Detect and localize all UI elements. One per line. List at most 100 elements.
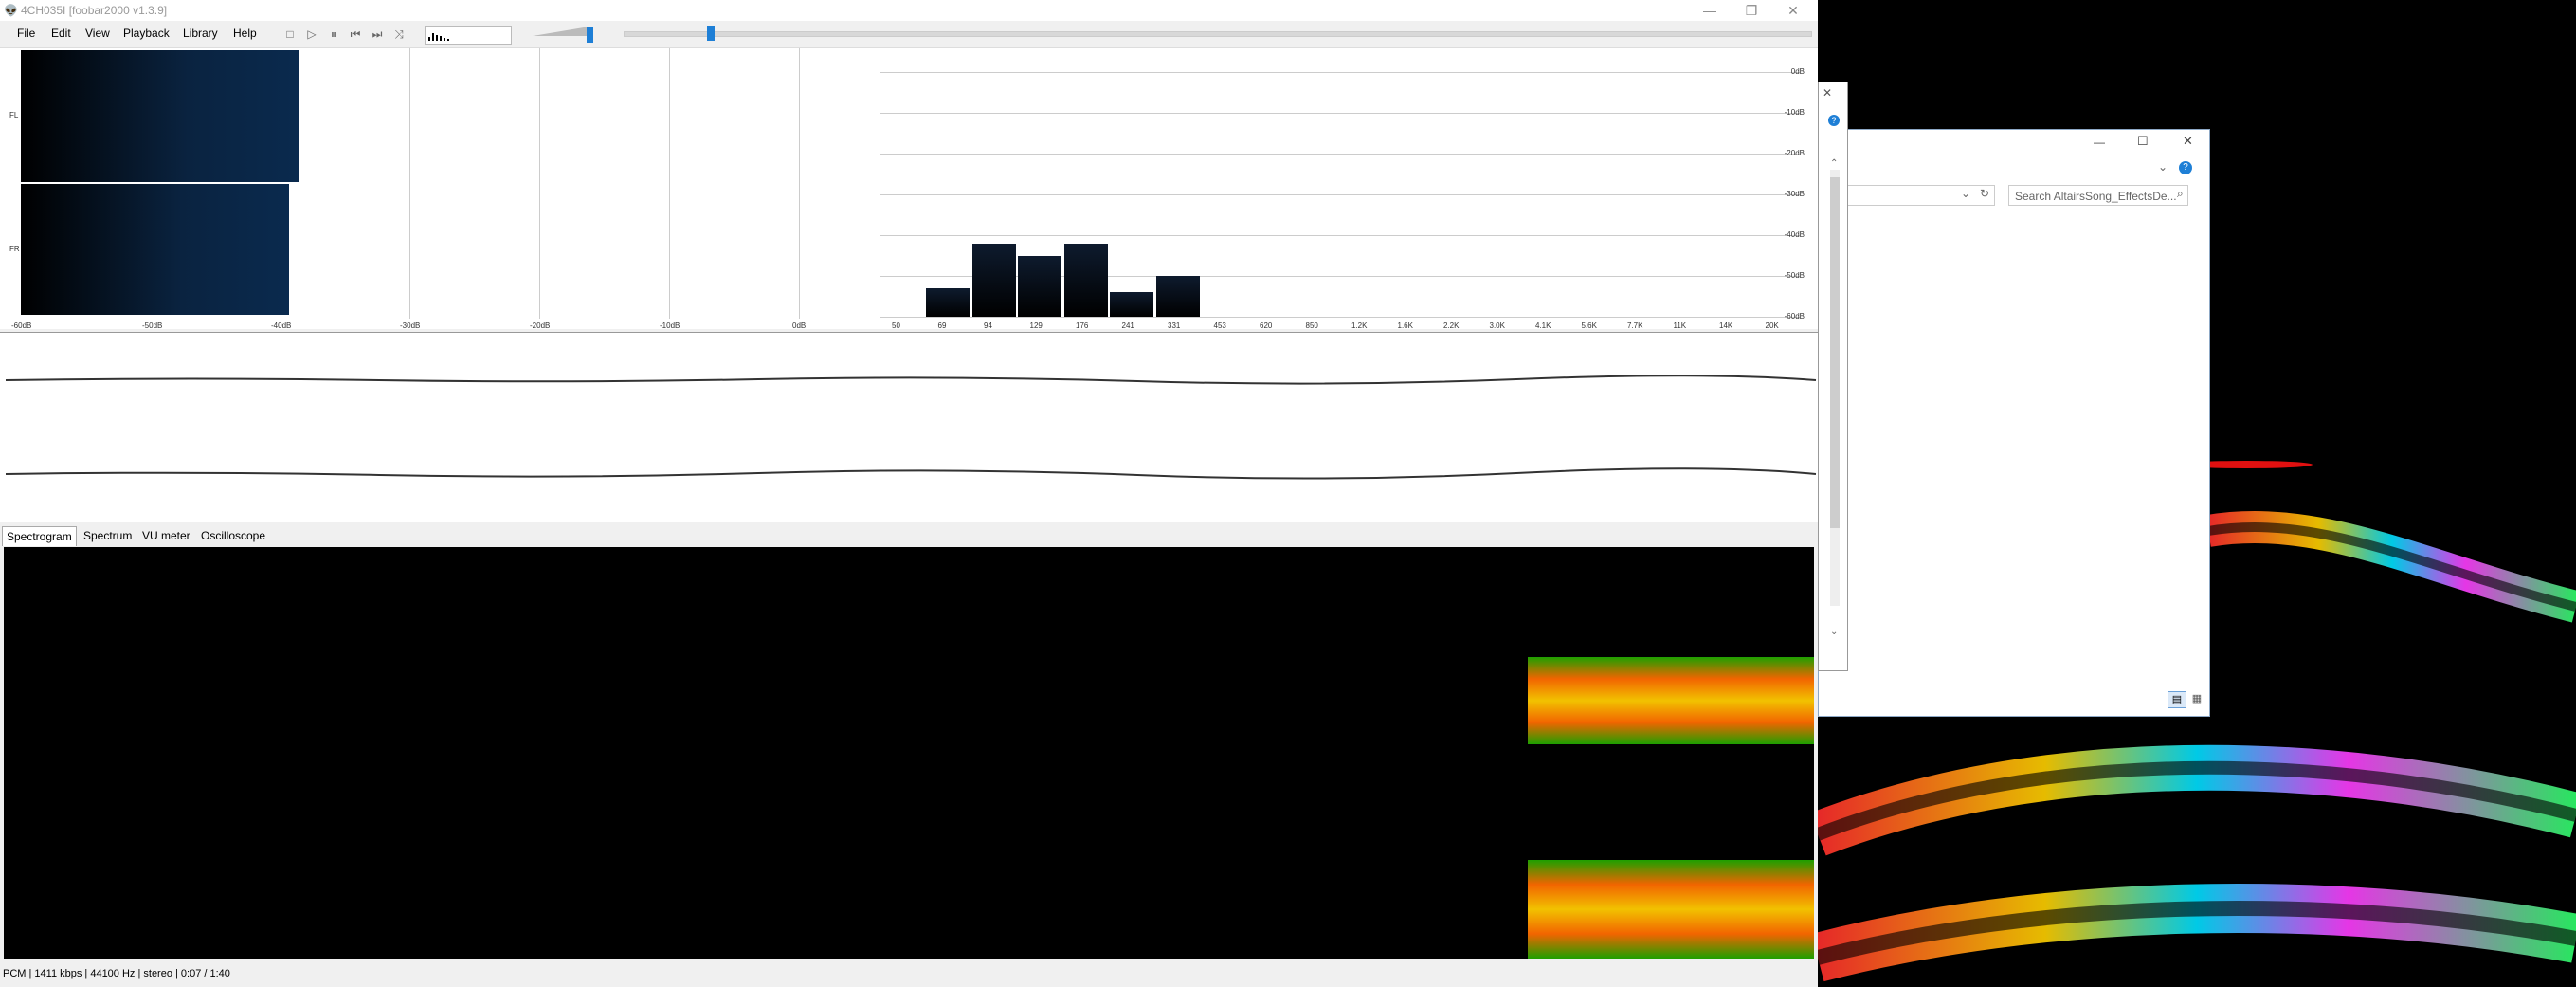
- explorer-ribbon-chevron-icon[interactable]: ⌄: [2158, 160, 2168, 174]
- minimize-button[interactable]: —: [1703, 3, 1716, 18]
- play-icon[interactable]: ▷: [307, 27, 317, 41]
- mini-visualizer: [425, 26, 512, 45]
- spectrum-x-tick: 620: [1260, 321, 1273, 330]
- explorer-window[interactable]: — ☐ ✕ ? ⌄ ⌄ ↻ Search AltairsSong_Effects…: [1818, 129, 2210, 717]
- spectrum-x-tick: 14K: [1719, 321, 1733, 330]
- spectrum-panel: 0dB -10dB -20dB -30dB -40dB -50dB -60dB …: [880, 48, 1818, 330]
- titlebar: 👽 4CH035I [foobar2000 v1.3.9] — ❐ ✕: [0, 0, 1818, 21]
- stop-icon[interactable]: □: [286, 27, 294, 41]
- oscilloscope-trace: [5, 375, 1817, 385]
- explorer-maximize-button[interactable]: ☐: [2137, 134, 2149, 148]
- spectrum-y-tick: -40dB: [1784, 230, 1805, 239]
- spectrum-x-tick: 129: [1029, 321, 1043, 330]
- spectrum-x-tick: 241: [1121, 321, 1134, 330]
- spectrum-x-tick: 176: [1076, 321, 1089, 330]
- volume-slider-track[interactable]: [533, 27, 590, 36]
- floating-help-icon[interactable]: ?: [1828, 115, 1840, 126]
- spectrum-x-tick: 4.1K: [1535, 321, 1551, 330]
- window-title: 4CH035I [foobar2000 v1.3.9]: [21, 4, 168, 17]
- menu-view[interactable]: View: [85, 27, 110, 40]
- vu-bar-fr: [21, 184, 289, 315]
- menu-library[interactable]: Library: [183, 27, 218, 40]
- spectrum-x-tick: 331: [1168, 321, 1181, 330]
- vu-channel-label: FR: [9, 245, 20, 253]
- spectrum-x-tick: 7.7K: [1627, 321, 1643, 330]
- details-view-icon[interactable]: ▤: [2168, 691, 2186, 708]
- explorer-close-button[interactable]: ✕: [2183, 134, 2193, 148]
- spectrum-x-tick: 453: [1213, 321, 1226, 330]
- spectrum-bar: [1110, 292, 1153, 317]
- random-icon[interactable]: ⤨: [394, 27, 404, 41]
- spectrum-y-tick: -10dB: [1784, 108, 1805, 117]
- spectrum-x-tick: 50: [892, 321, 900, 330]
- restore-button[interactable]: ❐: [1745, 3, 1758, 18]
- spectrum-x-tick: 69: [937, 321, 947, 330]
- scrollbar-thumb[interactable]: [1830, 177, 1840, 528]
- status-text: PCM | 1411 kbps | 44100 Hz | stereo | 0:…: [3, 968, 230, 979]
- close-button[interactable]: ✕: [1787, 3, 1799, 18]
- app-icon: 👽: [4, 4, 18, 17]
- floating-close-button[interactable]: ✕: [1823, 86, 1833, 100]
- spectrum-x-tick: 5.6K: [1581, 321, 1597, 330]
- spectrum-bar: [1155, 276, 1200, 317]
- vu-tick: 0dB: [792, 321, 807, 330]
- menu-help[interactable]: Help: [233, 27, 257, 40]
- pause-icon[interactable]: ⏸: [330, 27, 336, 41]
- spectrum-x-tick: 94: [984, 321, 992, 330]
- vu-tick: -40dB: [271, 321, 292, 330]
- vu-tick: -20dB: [530, 321, 551, 330]
- tab-spectrogram[interactable]: Spectrogram: [2, 526, 77, 546]
- explorer-help-icon[interactable]: ?: [2179, 161, 2192, 174]
- spectrum-x-tick: 3.0K: [1489, 321, 1505, 330]
- vu-tick: -30dB: [400, 321, 421, 330]
- large-icons-view-icon[interactable]: ▦: [2191, 693, 2203, 704]
- spectrum-x-tick: 20K: [1765, 321, 1779, 330]
- next-icon[interactable]: ⏭: [372, 27, 383, 41]
- refresh-icon[interactable]: ↻: [1980, 187, 1990, 200]
- spectrum-bar: [1063, 243, 1108, 317]
- spectrum-bar: [1018, 255, 1061, 317]
- spectrum-x-tick: 11K: [1673, 321, 1687, 330]
- tab-spectrum[interactable]: Spectrum: [83, 529, 133, 542]
- menu-edit[interactable]: Edit: [51, 27, 71, 40]
- vu-meter-panel: FL FR -60dB -50dB -40dB -30dB -20dB -10d…: [0, 48, 880, 330]
- spectrum-x-tick: 1.6K: [1397, 321, 1413, 330]
- spectrum-y-tick: 0dB: [1790, 67, 1805, 76]
- scroll-down-icon[interactable]: ⌄: [1830, 627, 1839, 637]
- scroll-up-icon[interactable]: ⌃: [1830, 158, 1839, 169]
- spectrum-x-tick: 850: [1305, 321, 1318, 330]
- search-icon[interactable]: ⌕: [2177, 187, 2184, 200]
- menu-file[interactable]: File: [17, 27, 36, 40]
- address-dropdown-icon[interactable]: ⌄: [1961, 187, 1971, 200]
- oscilloscope-panel: [0, 332, 1818, 522]
- volume-slider-thumb[interactable]: [587, 27, 593, 43]
- tab-vu-meter[interactable]: VU meter: [142, 529, 190, 542]
- spectrum-y-tick: -30dB: [1784, 190, 1805, 198]
- spectrum-bar: [926, 287, 970, 317]
- seek-bar[interactable]: [624, 31, 1812, 37]
- tab-oscilloscope[interactable]: Oscilloscope: [201, 529, 266, 542]
- spectrum-bar: [971, 243, 1016, 317]
- spectrum-y-tick: -60dB: [1784, 312, 1805, 320]
- explorer-search-input[interactable]: Search AltairsSong_EffectsDe...: [2008, 185, 2188, 206]
- vu-channel-label: FL: [9, 111, 19, 119]
- spectrogram-band: [1528, 860, 1814, 959]
- floating-panel[interactable]: ✕ ? ⌃ ⌄: [1818, 82, 1848, 671]
- explorer-minimize-button[interactable]: —: [2094, 136, 2105, 149]
- menu-playback[interactable]: Playback: [123, 27, 170, 40]
- spectrogram-band: [1528, 657, 1814, 744]
- vu-tick: -50dB: [142, 321, 163, 330]
- statusbar: PCM | 1411 kbps | 44100 Hz | stereo | 0:…: [0, 962, 1818, 987]
- foobar-window[interactable]: 👽 4CH035I [foobar2000 v1.3.9] — ❐ ✕ File…: [0, 0, 1818, 987]
- seek-thumb[interactable]: [706, 26, 715, 41]
- spectrogram-view: [4, 547, 1814, 959]
- spectrum-x-tick: 2.2K: [1443, 321, 1460, 330]
- spectrum-y-tick: -50dB: [1784, 271, 1805, 280]
- visualization-tabbar: Spectrogram Spectrum VU meter Oscillosco…: [0, 524, 1818, 547]
- spectrum-x-tick: 1.2K: [1351, 321, 1368, 330]
- previous-icon[interactable]: ⏮: [350, 27, 361, 41]
- spectrum-y-tick: -20dB: [1784, 149, 1805, 157]
- vu-bar-fl: [21, 50, 299, 182]
- vu-tick: -10dB: [660, 321, 680, 330]
